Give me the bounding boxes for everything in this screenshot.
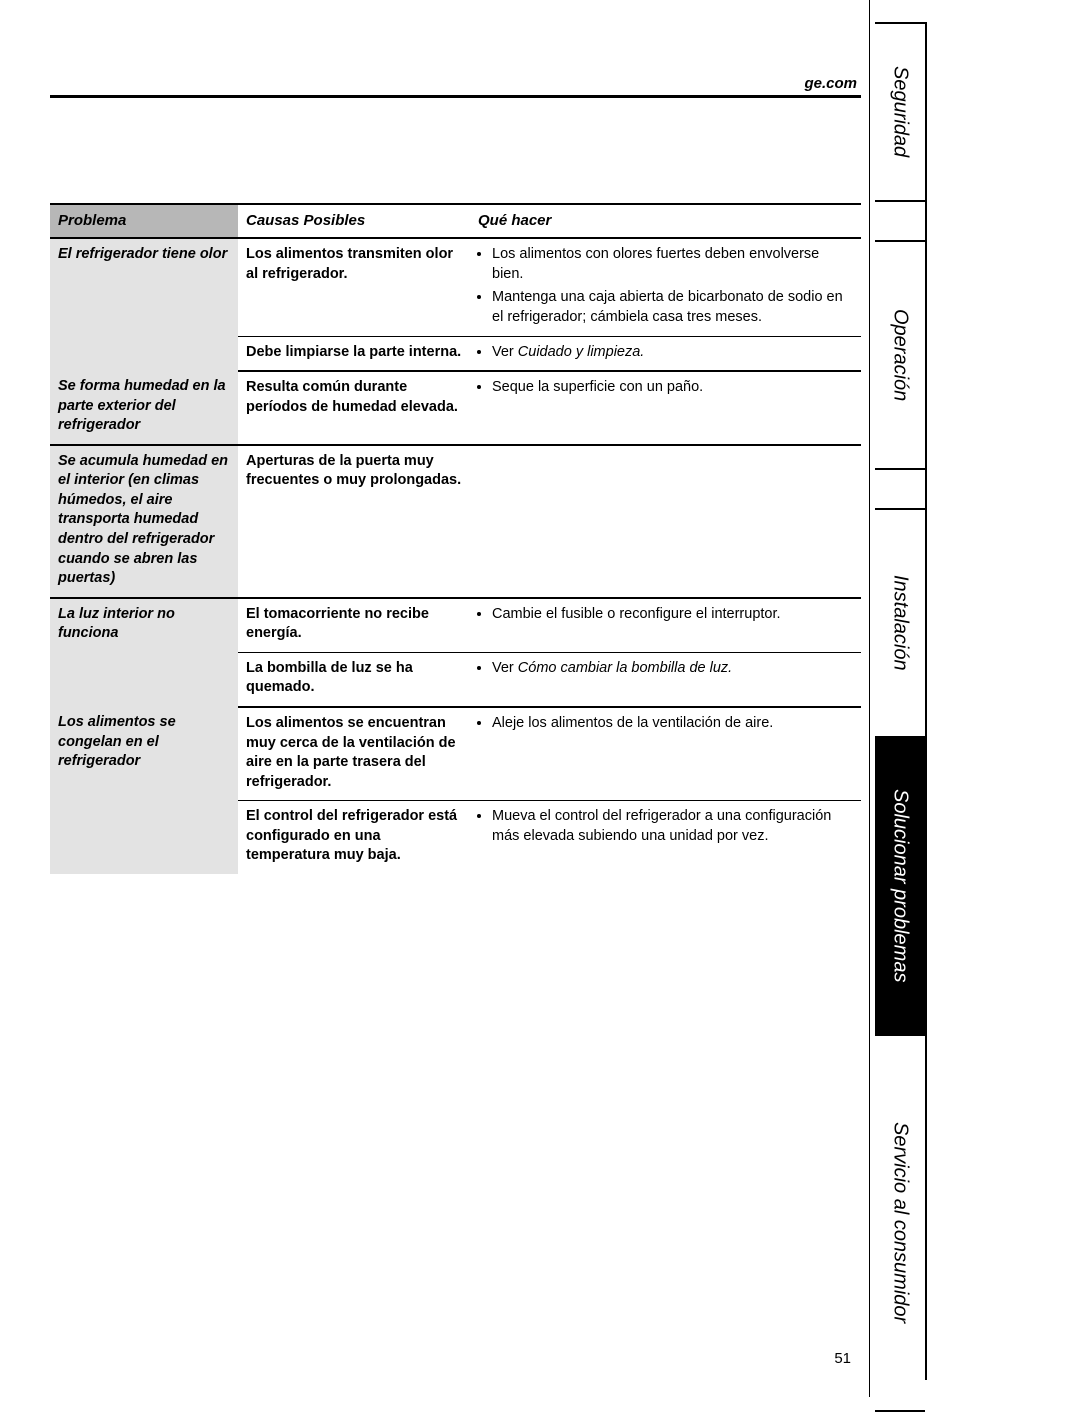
action-item: Seque la superficie con un paño.	[492, 378, 853, 398]
action-cell: Los alimentos con olores fuertes deben e…	[470, 238, 861, 336]
table-row: La luz interior no funciona El tomacorri…	[50, 598, 861, 653]
cause-cell: El tomacorriente no recibe energía.	[246, 605, 478, 644]
tab-servicio-consumidor[interactable]: Servicio al consumidor	[875, 1034, 925, 1412]
action-item: Ver Cuidado y limpieza.	[492, 343, 853, 363]
action-cell	[470, 445, 861, 598]
tab-solucionar-problemas[interactable]: Solucionar problemas	[875, 736, 925, 1036]
cause-cell: El control del refrigerador está configu…	[238, 801, 470, 874]
table-row: Se acumula humedad en el interior (en cl…	[50, 445, 861, 598]
col-header-cause: Causas Posibles	[238, 204, 470, 238]
action-item: Mantenga una caja abierta de bicarbonato…	[492, 288, 853, 327]
action-item: Ver Cómo cambiar la bombilla de luz.	[492, 659, 853, 679]
page: ge.com Problema Causas Posibles Qué hace…	[0, 0, 1080, 1397]
tab-operacion[interactable]: Operación	[875, 240, 925, 470]
troubleshooting-table: Problema Causas Posibles Qué hacer El re…	[50, 203, 861, 874]
tab-instalacion[interactable]: Instalación	[875, 508, 925, 738]
cause-cell: Los alimentos transmiten olor al refrige…	[238, 238, 470, 336]
action-item: Cambie el fusible o reconfigure el inter…	[492, 605, 853, 625]
problem-cell: Se acumula humedad en el interior (en cl…	[50, 445, 238, 598]
page-number: 51	[834, 1350, 851, 1367]
table-row: Los alimentos se congelan en el refriger…	[50, 707, 861, 801]
tab-seguridad[interactable]: Seguridad	[875, 22, 925, 202]
col-header-action: Qué hacer	[470, 204, 861, 238]
action-item: Mueva el control del refrigerador a una …	[492, 807, 853, 846]
problem-cell: Se forma humedad en la parte exterior de…	[50, 371, 238, 445]
content-column: ge.com Problema Causas Posibles Qué hace…	[50, 0, 870, 1397]
cause-cell: Los alimentos se encuentran muy cerca de…	[238, 707, 470, 801]
action-cell: Seque la superficie con un paño.	[470, 371, 861, 445]
action-item: Los alimentos con olores fuertes deben e…	[492, 245, 853, 284]
table-row: Se forma humedad en la parte exterior de…	[50, 371, 861, 445]
header-site: ge.com	[50, 75, 861, 98]
table-header-row: Problema Causas Posibles Qué hacer	[50, 204, 861, 238]
cause-cell: La bombilla de luz se ha quemado.	[246, 659, 478, 698]
problem-cell: El refrigerador tiene olor	[50, 238, 238, 371]
action-cell: Mueva el control del refrigerador a una …	[470, 801, 861, 874]
cause-action-inline: La bombilla de luz se ha quemado. Ver Có…	[238, 652, 861, 707]
sidebar-tabs: Seguridad Operación Instalación Solucion…	[875, 22, 927, 1380]
table-row: El refrigerador tiene olor Los alimentos…	[50, 238, 861, 336]
action-cell: Aleje los alimentos de la ventilación de…	[470, 707, 861, 801]
cause-action-inline: El tomacorriente no recibe energía. Camb…	[238, 598, 861, 653]
tab-spacer	[875, 200, 925, 240]
col-header-problem: Problema	[50, 204, 238, 238]
cause-cell: Resulta común durante períodos de humeda…	[238, 371, 470, 445]
cause-cell: Aperturas de la puerta muy frecuentes o …	[238, 445, 470, 598]
action-item: Aleje los alimentos de la ventilación de…	[492, 714, 853, 734]
problem-cell: La luz interior no funciona	[50, 598, 238, 707]
action-cell: Ver Cuidado y limpieza.	[470, 336, 861, 371]
problem-cell: Los alimentos se congelan en el refriger…	[50, 707, 238, 874]
tab-spacer	[875, 468, 925, 508]
cause-cell: Debe limpiarse la parte interna.	[238, 336, 470, 371]
